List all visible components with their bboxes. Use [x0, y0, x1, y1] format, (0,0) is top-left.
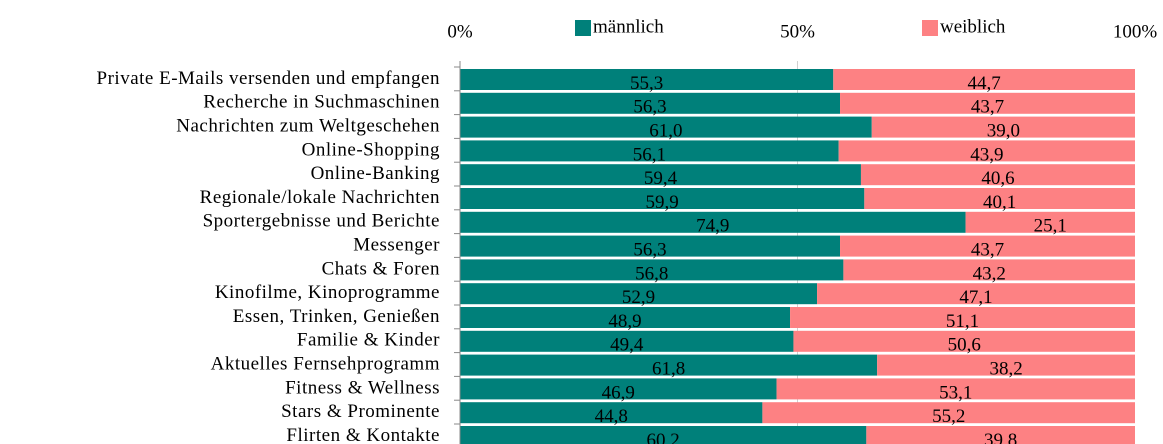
bar-segment: [460, 211, 966, 233]
bar-segment: [833, 69, 1135, 90]
bar-segment: [460, 140, 839, 162]
category-label: Aktuelles Fernsehprogramm: [211, 353, 440, 374]
bar-segment: [460, 283, 818, 305]
value-label: 74,9: [696, 216, 729, 237]
value-label: 39,0: [987, 120, 1020, 141]
category-label: Sportergebnisse und Berichte: [203, 211, 440, 232]
bar-segment: [864, 188, 1135, 209]
value-label: 47,1: [959, 287, 992, 308]
bar-segment: [460, 307, 791, 328]
bar-segment: [866, 426, 1135, 444]
bar-segment: [460, 330, 794, 352]
bar-segment: [460, 188, 865, 209]
value-label: 44,7: [968, 73, 1001, 94]
value-label: 51,1: [946, 311, 979, 332]
legend-label: weiblich: [940, 16, 1006, 37]
value-label: 61,0: [649, 120, 682, 141]
bar-segment: [965, 211, 1135, 233]
x-tick-label: 100%: [1113, 21, 1158, 42]
value-label: 59,9: [646, 192, 679, 213]
value-label: 61,8: [652, 358, 685, 379]
category-label: Messenger: [353, 234, 440, 255]
category-label: Online-Shopping: [302, 139, 440, 160]
value-label: 60,2: [647, 430, 680, 444]
value-label: 25,1: [1034, 216, 1067, 237]
value-label: 40,6: [981, 168, 1014, 189]
value-label: 55,2: [932, 406, 965, 427]
value-label: 39,8: [984, 430, 1017, 444]
value-label: 53,1: [939, 382, 972, 403]
bar-segment: [762, 402, 1135, 424]
value-label: 56,1: [633, 144, 666, 165]
bar-segment: [460, 116, 872, 138]
value-label: 50,6: [948, 335, 981, 356]
bar-segment: [460, 235, 841, 257]
value-label: 55,3: [630, 73, 663, 94]
bar-segment: [793, 330, 1135, 352]
legend-swatch: [575, 20, 591, 36]
bar-segment: [460, 426, 867, 444]
value-label: 43,7: [971, 97, 1004, 118]
legend-swatch: [922, 20, 938, 36]
legend-label: männlich: [593, 16, 664, 37]
value-label: 59,4: [644, 168, 678, 189]
value-label: 43,2: [973, 263, 1006, 284]
value-label: 43,7: [971, 239, 1004, 260]
value-label: 46,9: [602, 382, 635, 403]
category-label: Essen, Trinken, Genießen: [233, 306, 440, 327]
category-label: Private E-Mails versenden und empfangen: [97, 68, 440, 89]
bar-segment: [877, 354, 1135, 376]
bar-segment: [776, 378, 1135, 400]
value-label: 38,2: [989, 358, 1022, 379]
category-label: Chats & Foren: [322, 258, 440, 279]
value-label: 40,1: [983, 192, 1016, 213]
x-tick-label: 0%: [447, 21, 473, 42]
value-label: 49,4: [610, 335, 644, 356]
bar-segment: [460, 402, 763, 424]
bar-segment: [840, 235, 1135, 257]
bar-segment: [460, 259, 844, 281]
category-label: Regionale/lokale Nachrichten: [200, 187, 440, 208]
bar-segment: [817, 283, 1135, 305]
bar-segment: [460, 378, 777, 400]
bar-segment: [871, 116, 1135, 138]
value-label: 56,8: [635, 263, 668, 284]
value-label: 44,8: [595, 406, 628, 427]
bar-segment: [843, 259, 1135, 281]
category-label: Stars & Prominente: [281, 401, 440, 422]
value-label: 52,9: [622, 287, 655, 308]
value-label: 56,3: [633, 239, 666, 260]
bar-segment: [840, 92, 1135, 114]
bar-segment: [460, 69, 834, 90]
bar-segment: [460, 92, 841, 114]
x-tick-label: 50%: [780, 21, 815, 42]
category-label: Fitness & Wellness: [285, 377, 440, 398]
category-label: Familie & Kinder: [297, 330, 440, 351]
category-label: Online-Banking: [311, 163, 440, 184]
bar-segment: [790, 307, 1135, 328]
category-label: Recherche in Suchmaschinen: [203, 92, 440, 113]
value-label: 48,9: [608, 311, 641, 332]
category-label: Flirten & Kontakte: [286, 425, 440, 444]
category-label: Nachrichten zum Weltgeschehen: [176, 115, 440, 136]
bar-segment: [460, 164, 861, 186]
category-label: Kinofilme, Kinoprogramme: [215, 282, 440, 303]
bar-segment: [460, 354, 878, 376]
value-label: 56,3: [633, 97, 666, 118]
bar-segment: [838, 140, 1135, 162]
bar-segment: [860, 164, 1135, 186]
value-label: 43,9: [970, 144, 1003, 165]
